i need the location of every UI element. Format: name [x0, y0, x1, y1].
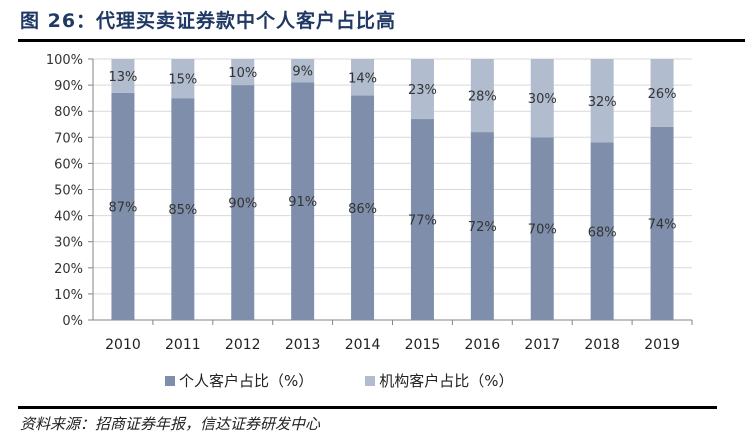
- legend-label-individual: 个人客户占比（%）: [179, 372, 314, 390]
- data-label-individual: 90%: [228, 197, 257, 212]
- x-tick-label: 2019: [644, 337, 680, 353]
- data-label-institutional: 32%: [588, 95, 617, 110]
- x-tick-label: 2012: [225, 337, 261, 353]
- data-label-institutional: 23%: [408, 83, 437, 98]
- x-tick-label: 2010: [105, 337, 141, 353]
- legend-swatch-institutional: [365, 375, 376, 386]
- y-tick-label: 20%: [54, 262, 83, 277]
- y-tick-label: 80%: [54, 105, 83, 120]
- figure-title: 图 26：代理买卖证券款中个人客户占比高: [20, 10, 397, 32]
- data-label-individual: 85%: [168, 203, 197, 218]
- data-label-institutional: 10%: [228, 66, 257, 81]
- bar-individual: [590, 142, 614, 320]
- bar-individual: [171, 98, 195, 321]
- x-tick-label: 2016: [465, 337, 501, 353]
- stacked-bar-chart: 0% 10% 20% 30% 40% 50% 60% 70% 80% 90% 100% 87% 13% 2…: [46, 53, 693, 353]
- y-tick-label: 30%: [54, 236, 83, 251]
- bar-institutional: [470, 59, 494, 133]
- legend-swatch-individual: [165, 375, 175, 386]
- bar-institutional: [291, 59, 315, 83]
- bar-institutional: [231, 59, 255, 86]
- title-divider: [18, 39, 745, 42]
- data-label-institutional: 28%: [468, 90, 497, 105]
- data-label-individual: 68%: [588, 225, 617, 240]
- data-label-individual: 72%: [468, 220, 497, 235]
- legend-item-individual: 个人客户占比（%）: [165, 370, 313, 391]
- x-tick-label: 2013: [285, 337, 321, 353]
- bar-individual: [291, 82, 315, 321]
- data-label-individual: 70%: [528, 223, 557, 238]
- footer-divider: [18, 406, 717, 409]
- bar-institutional: [171, 59, 195, 99]
- bar-institutional: [650, 59, 674, 127]
- data-label-institutional: 15%: [168, 73, 197, 88]
- x-tick-label: 2014: [345, 337, 381, 353]
- bar-individual: [470, 132, 494, 320]
- data-label-individual: 87%: [108, 200, 137, 215]
- source-note: 资料来源：招商证券年报，信达证券研发中心: [20, 415, 321, 433]
- bar-individual: [351, 95, 375, 320]
- bar-institutional: [111, 59, 135, 93]
- data-label-institutional: 13%: [108, 70, 137, 85]
- bar-individual: [530, 137, 554, 320]
- y-tick-label: 70%: [54, 131, 83, 146]
- data-label-individual: 77%: [408, 214, 437, 229]
- data-label-individual: 86%: [348, 202, 377, 217]
- chart-legend: 个人客户占比（%） 机构客户占比（%）: [165, 370, 514, 391]
- data-label-individual: 91%: [288, 195, 317, 210]
- y-tick-label: 50%: [54, 184, 83, 199]
- x-tick-label: 2017: [524, 337, 560, 353]
- data-label-institutional: 30%: [528, 92, 557, 107]
- legend-item-institutional: 机构客户占比（%）: [365, 370, 514, 391]
- y-tick-label: 40%: [54, 210, 83, 225]
- y-tick-label: 0%: [62, 314, 83, 329]
- bar-institutional: [590, 59, 614, 143]
- bar-institutional: [530, 59, 554, 138]
- y-tick-label: 100%: [46, 53, 83, 68]
- data-label-institutional: 14%: [348, 71, 377, 86]
- x-tick-label: 2018: [584, 337, 620, 353]
- data-label-individual: 74%: [648, 217, 677, 232]
- bar-individual: [650, 126, 674, 320]
- legend-label-institutional: 机构客户占比（%）: [379, 372, 514, 390]
- y-tick-label: 90%: [54, 79, 83, 94]
- bar-institutional: [410, 59, 434, 120]
- chart-canvas: 0% 10% 20% 30% 40% 50% 60% 70% 80% 90% 100% 87% 13% 2…: [46, 53, 693, 353]
- y-tick-label: 60%: [54, 157, 83, 172]
- data-label-institutional: 26%: [648, 87, 677, 102]
- y-tick-label: 10%: [54, 288, 83, 303]
- bar-individual: [231, 85, 255, 320]
- bar-institutional: [351, 59, 375, 96]
- data-label-institutional: 9%: [292, 65, 313, 80]
- x-tick-label: 2011: [165, 337, 201, 353]
- x-tick-label: 2015: [405, 337, 441, 353]
- bar-individual: [111, 92, 135, 321]
- bar-individual: [410, 119, 434, 320]
